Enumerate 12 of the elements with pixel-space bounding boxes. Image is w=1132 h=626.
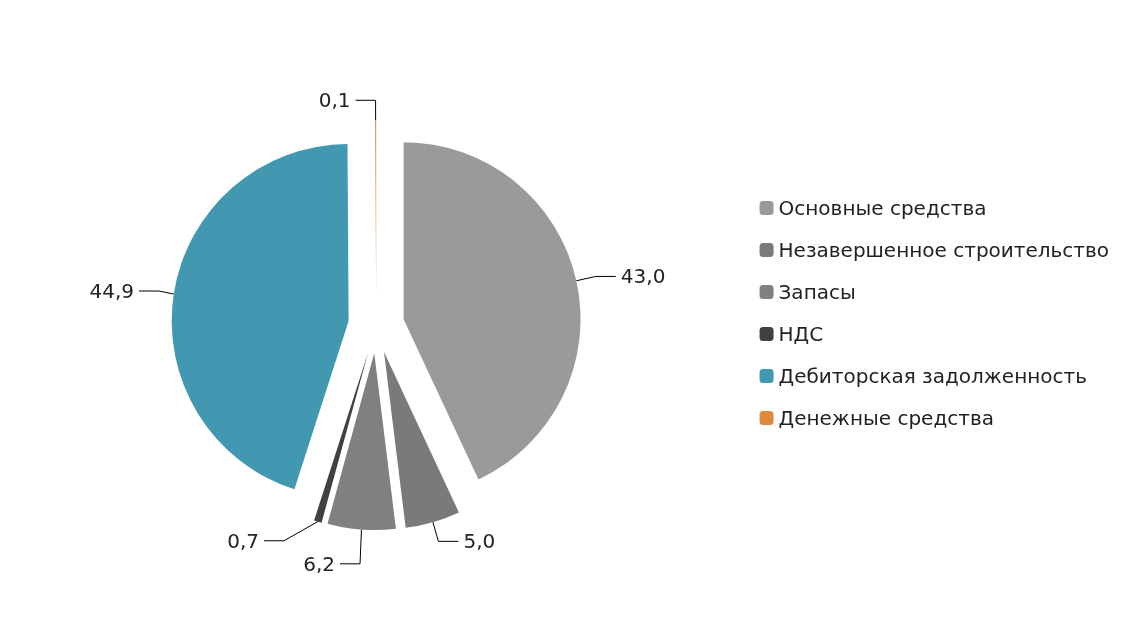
legend-label: НДС xyxy=(778,322,824,346)
legend-label: Денежные средства xyxy=(778,406,994,430)
legend-label: Основные средства xyxy=(778,196,987,220)
data-label: 44,9 xyxy=(89,279,134,304)
legend-label: Дебиторская задолженность xyxy=(778,364,1087,388)
data-label: 0,1 xyxy=(318,88,351,113)
data-label: 6,2 xyxy=(303,551,336,576)
data-label: 0,7 xyxy=(227,528,260,553)
data-label: 5,0 xyxy=(463,529,496,554)
legend-label: Незавершенное строительство xyxy=(778,238,1109,262)
legend-label: Запасы xyxy=(778,280,856,304)
data-label: 43,0 xyxy=(620,264,666,289)
